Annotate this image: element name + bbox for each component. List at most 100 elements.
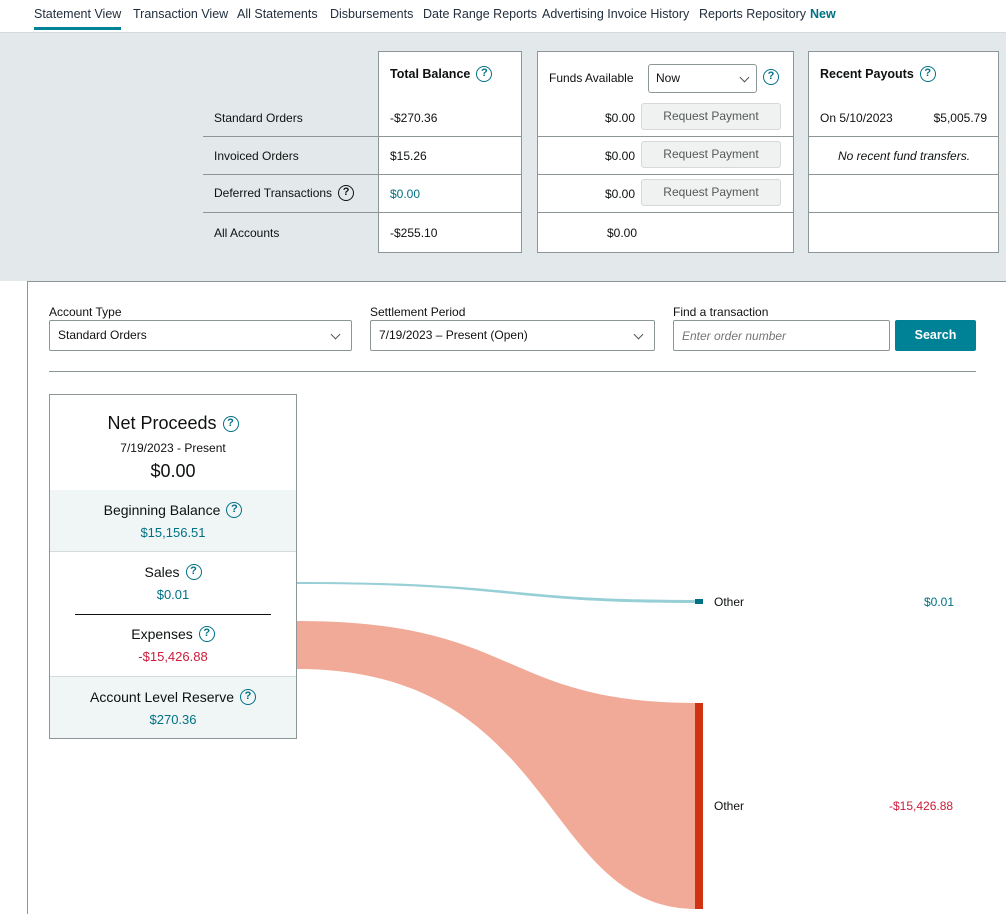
row-divider	[809, 212, 998, 213]
account-reserve-label-row: Account Level Reserve?	[50, 689, 296, 705]
funds-standard: $0.00	[605, 111, 636, 125]
funds-invoiced: $0.00	[605, 149, 636, 163]
sales-node-bar	[695, 599, 703, 604]
total-balance-invoiced: $15.26	[390, 149, 427, 163]
account-reserve-section: Account Level Reserve? $270.36	[50, 677, 296, 738]
filter-divider	[49, 371, 976, 372]
deferred-label: Deferred Transactions	[214, 186, 333, 200]
expenses-section: Expenses? -$15,426.88	[50, 615, 296, 676]
balance-summary: Standard Orders Invoiced Orders Deferred…	[0, 33, 1006, 281]
settlement-period-value: 7/19/2023 – Present (Open)	[379, 328, 528, 342]
flow-value-expense-other[interactable]: -$15,426.88	[889, 799, 954, 813]
expenses-label-row: Expenses?	[50, 626, 296, 642]
account-type-select[interactable]: Standard Orders	[49, 320, 352, 351]
net-proceeds-period: 7/19/2023 - Present	[120, 441, 226, 455]
new-badge: New	[810, 7, 836, 21]
help-icon[interactable]: ?	[198, 626, 215, 642]
help-icon[interactable]: ?	[338, 185, 355, 201]
request-payment-button[interactable]: Request Payment	[641, 103, 781, 130]
order-number-input[interactable]	[673, 320, 890, 351]
flow-label-other: Other	[714, 595, 745, 609]
no-transfers-text: No recent fund transfers.	[838, 149, 971, 163]
account-reserve-value[interactable]: $270.36	[149, 712, 197, 727]
sales-label-row: Sales?	[50, 564, 296, 580]
recent-payouts-box: Recent Payouts ? On 5/10/2023 $5,005.79 …	[808, 51, 999, 253]
tab-all-statements[interactable]: All Statements	[237, 7, 318, 21]
funds-all: $0.00	[607, 226, 638, 240]
account-reserve-label: Account Level Reserve	[90, 689, 234, 705]
help-icon[interactable]: ?	[919, 66, 936, 82]
payout-date: On 5/10/2023	[820, 111, 893, 125]
settlement-period-select[interactable]: 7/19/2023 – Present (Open)	[370, 320, 655, 351]
top-nav: Statement View Transaction View All Stat…	[0, 0, 1006, 33]
funds-available-select-value: Now	[656, 71, 681, 85]
help-icon[interactable]: ?	[185, 564, 202, 580]
funds-available-title: Funds Available	[549, 71, 634, 85]
flow-label-other: Other	[714, 799, 745, 813]
help-icon[interactable]: ?	[222, 415, 239, 432]
expenses-value[interactable]: -$15,426.88	[138, 649, 208, 664]
tab-reports-repository[interactable]: Reports Repository New	[699, 7, 836, 21]
total-balance-box: Total Balance ? -$270.36 $15.26 $0.00 -$…	[378, 51, 522, 253]
flow-value-sales-other[interactable]: $0.01	[924, 595, 955, 609]
section-divider	[50, 551, 296, 552]
sales-label: Sales	[144, 564, 180, 580]
tab-disbursements[interactable]: Disbursements	[330, 7, 414, 21]
row-divider	[809, 136, 998, 137]
help-icon[interactable]: ?	[476, 66, 493, 82]
total-balance-title: Total Balance	[390, 67, 471, 81]
request-payment-button[interactable]: Request Payment	[641, 141, 781, 168]
row-label-standard-orders: Standard Orders	[214, 111, 303, 125]
row-divider	[538, 136, 793, 137]
net-proceeds-card: Net Proceeds ? 7/19/2023 - Present $0.00…	[49, 394, 297, 739]
row-label-deferred-transactions: Deferred Transactions?	[214, 185, 355, 201]
net-proceeds-amount: $0.00	[150, 461, 196, 481]
account-type-label: Account Type	[49, 305, 122, 319]
funds-available-select[interactable]: Now	[648, 64, 757, 93]
row-divider	[203, 174, 378, 175]
expense-node-bar	[695, 703, 703, 909]
row-label-all-accounts: All Accounts	[214, 226, 280, 240]
total-balance-all: -$255.10	[390, 226, 438, 240]
beginning-balance-section: Beginning Balance? $15,156.51	[50, 490, 296, 551]
help-icon[interactable]: ?	[239, 689, 256, 705]
row-divider	[379, 212, 521, 213]
funds-deferred: $0.00	[605, 187, 636, 201]
tab-transaction-view[interactable]: Transaction View	[133, 7, 229, 21]
search-button[interactable]: Search	[895, 320, 976, 351]
total-balance-standard: -$270.36	[390, 111, 438, 125]
recent-payouts-header: Recent Payouts ?	[820, 66, 936, 82]
expenses-label: Expenses	[131, 626, 193, 642]
tab-date-range-reports[interactable]: Date Range Reports	[423, 7, 537, 21]
tab-advertising-invoice-history[interactable]: Advertising Invoice History	[542, 7, 690, 21]
sales-value[interactable]: $0.01	[156, 587, 190, 602]
row-divider	[203, 136, 378, 137]
net-proceeds-title: Net Proceeds	[107, 413, 217, 433]
total-balance-deferred-link[interactable]: $0.00	[390, 187, 421, 201]
sales-flow	[297, 582, 697, 603]
beginning-balance-value[interactable]: $15,156.51	[140, 525, 206, 540]
sum-divider	[75, 614, 271, 615]
section-divider	[50, 676, 296, 677]
funds-available-box: Funds Available Now ? $0.00 $0.00 $0.00 …	[537, 51, 794, 253]
tab-statement-view[interactable]: Statement View	[34, 7, 122, 30]
help-icon[interactable]: ?	[226, 502, 243, 518]
settlement-period-label: Settlement Period	[370, 305, 466, 319]
find-transaction-label: Find a transaction	[673, 305, 769, 319]
help-icon[interactable]: ?	[763, 69, 779, 85]
request-payment-button[interactable]: Request Payment	[641, 179, 781, 206]
net-proceeds-header: Net Proceeds ?	[50, 413, 296, 434]
account-type-value: Standard Orders	[58, 328, 147, 342]
beginning-balance-label-row: Beginning Balance?	[50, 502, 296, 518]
total-balance-header: Total Balance ?	[390, 66, 493, 82]
beginning-balance-label: Beginning Balance	[103, 502, 221, 518]
row-divider	[538, 174, 793, 175]
row-label-invoiced-orders: Invoiced Orders	[214, 149, 299, 163]
payout-amount: $5,005.79	[933, 111, 987, 125]
row-divider	[538, 212, 793, 213]
sales-section: Sales? $0.01	[50, 552, 296, 614]
tab-reports-repository-label: Reports Repository	[699, 7, 806, 21]
row-divider	[203, 212, 378, 213]
row-divider	[379, 174, 521, 175]
